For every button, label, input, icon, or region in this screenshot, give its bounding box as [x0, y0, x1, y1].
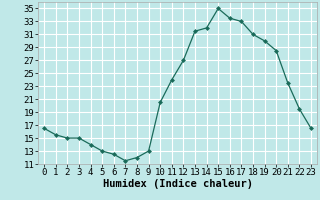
X-axis label: Humidex (Indice chaleur): Humidex (Indice chaleur)	[103, 179, 252, 189]
